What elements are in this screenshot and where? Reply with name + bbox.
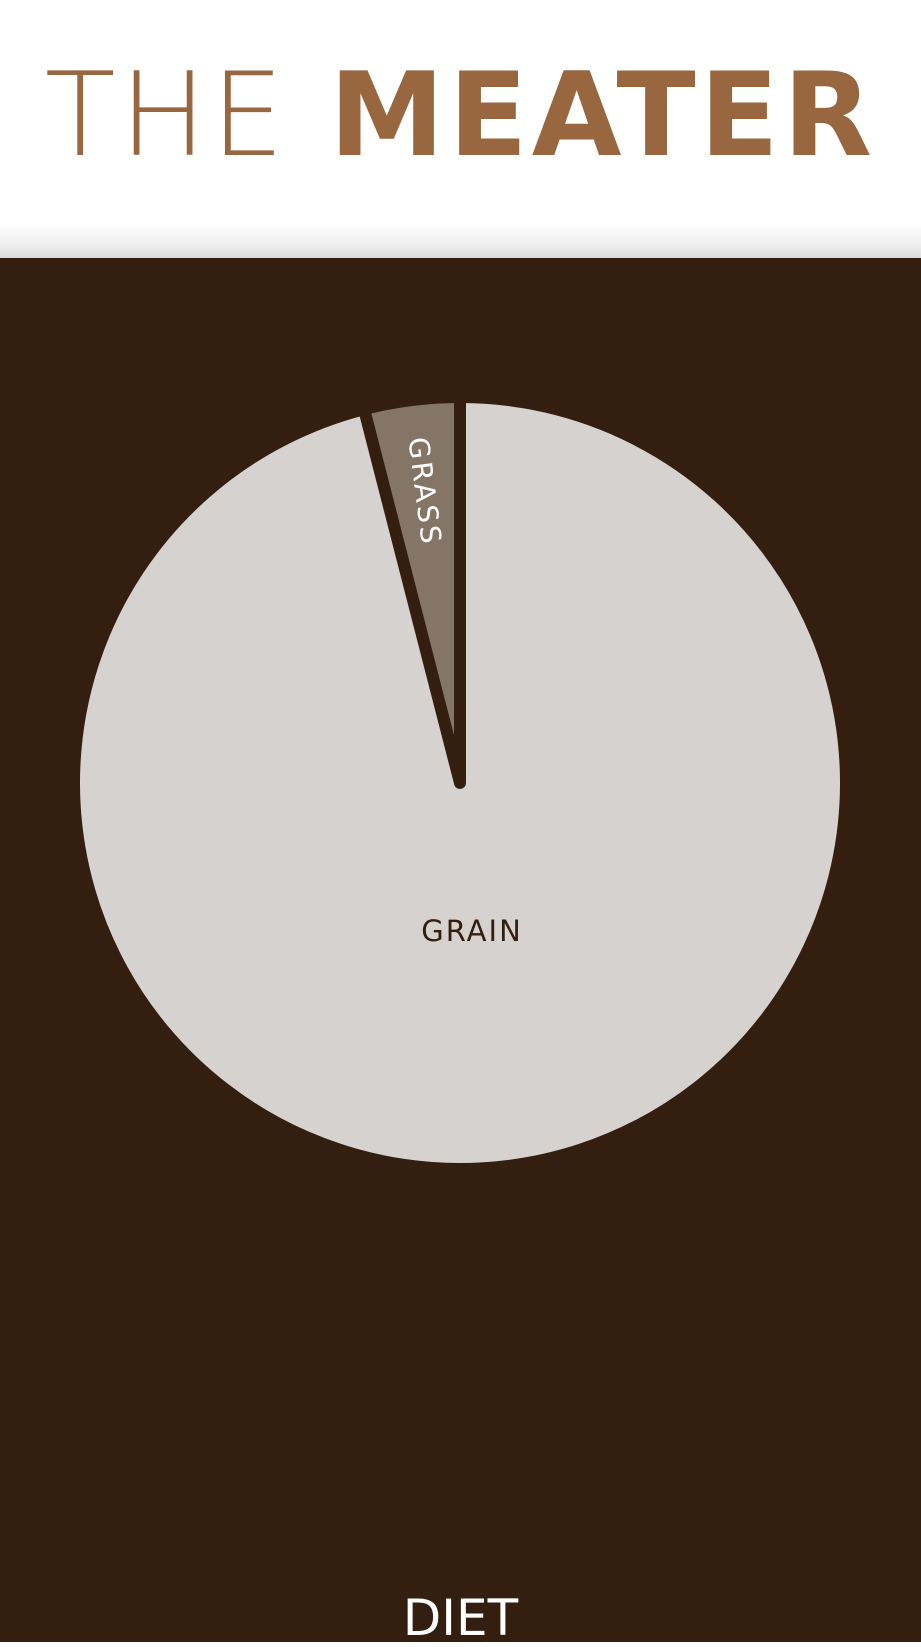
page-title: THE MEATER: [0, 58, 921, 174]
pie-slices-group: [68, 391, 852, 1175]
chart-caption: DIET: [402, 1589, 519, 1647]
pie-slice-grain: [68, 391, 852, 1175]
title-light-text: THE: [44, 48, 289, 183]
diet-panel: GRASS GRAIN DIET: [0, 258, 921, 1647]
header: THE MEATER: [0, 0, 921, 258]
pie-label-grain: GRAIN: [421, 914, 523, 948]
title-bold-text: MEATER: [329, 48, 877, 183]
header-shadow: [0, 222, 921, 258]
